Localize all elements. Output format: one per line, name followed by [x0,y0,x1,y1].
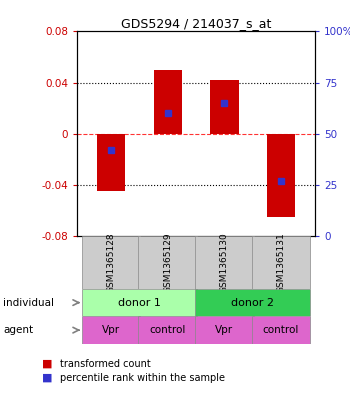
Text: GSM1365131: GSM1365131 [276,232,286,293]
Text: control: control [149,325,186,335]
Text: transformed count: transformed count [60,358,150,369]
Bar [252,236,310,289]
Text: Vpr: Vpr [215,325,233,335]
Text: individual: individual [4,298,55,308]
Text: agent: agent [4,325,34,335]
Text: GSM1365130: GSM1365130 [220,232,229,293]
Bar [210,80,238,134]
Text: donor 1: donor 1 [118,298,161,308]
Bar [154,70,182,134]
Bar [138,316,197,344]
Bar [195,316,254,344]
Text: GSM1365129: GSM1365129 [163,232,172,293]
Bar [267,134,295,217]
Text: GSM1365128: GSM1365128 [106,232,116,293]
Text: ■: ■ [42,358,52,369]
Bar [138,236,197,289]
Bar [82,289,197,316]
Bar [82,316,140,344]
Bar [82,236,140,289]
Text: Vpr: Vpr [102,325,120,335]
Bar [195,236,254,289]
Bar [195,289,310,316]
Text: percentile rank within the sample: percentile rank within the sample [60,373,224,383]
Text: donor 2: donor 2 [231,298,274,308]
Bar [97,134,125,191]
Title: GDS5294 / 214037_s_at: GDS5294 / 214037_s_at [121,17,271,30]
Text: control: control [263,325,299,335]
Bar [252,316,310,344]
Text: ■: ■ [42,373,52,383]
